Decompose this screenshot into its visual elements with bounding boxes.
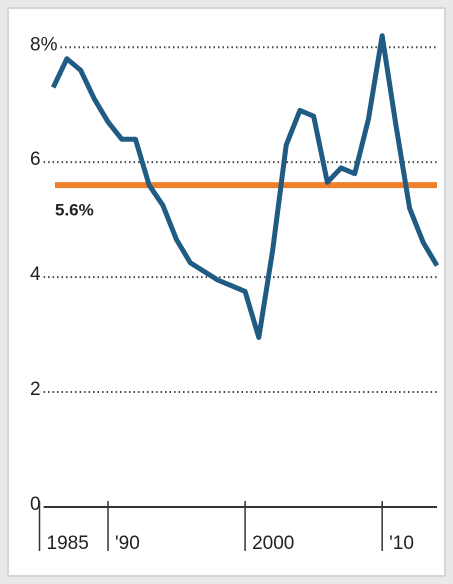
x-tick-label: '90 (115, 533, 140, 554)
y-tick-label: 8% (30, 34, 58, 55)
x-tick-label: '10 (389, 533, 414, 554)
y-tick-label: 4 (30, 264, 41, 285)
x-tick-label: 1985 (47, 533, 89, 554)
x-tick-label: 2000 (252, 533, 294, 554)
panel (7, 7, 446, 577)
reference-label: 5.6% (55, 201, 94, 220)
y-tick-label: 6 (30, 149, 41, 170)
y-tick-label: 0 (30, 494, 41, 515)
y-tick-label: 2 (30, 379, 41, 400)
data-line (50, 33, 440, 340)
